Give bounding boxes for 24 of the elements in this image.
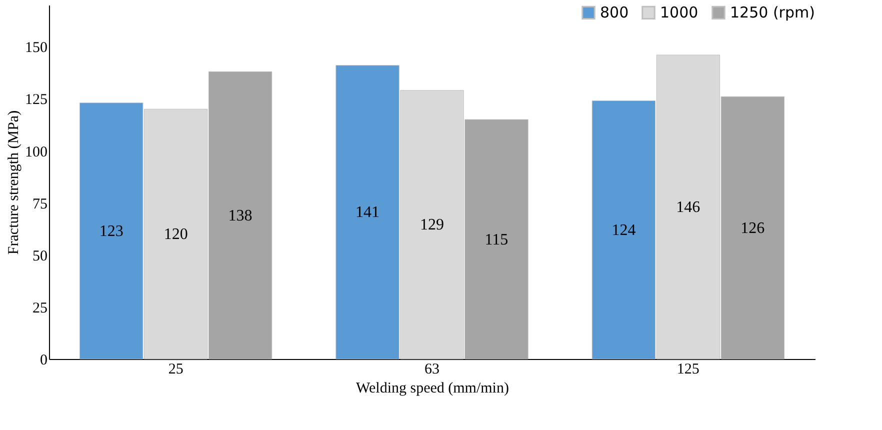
data-label: 115	[484, 231, 508, 248]
y-tick-label: 0	[40, 352, 48, 368]
y-tick-label: 25	[32, 300, 48, 316]
data-label: 126	[740, 220, 765, 237]
legend-label: 1250 (rpm)	[730, 4, 815, 22]
x-tick-label: 125	[676, 362, 700, 378]
y-tick-label: 75	[32, 196, 48, 212]
data-label: 138	[228, 207, 252, 224]
x-tick-label: 25	[168, 362, 184, 378]
y-axis-title: Fracture strength (MPa)	[6, 110, 22, 255]
x-tick-label: 63	[424, 362, 440, 378]
y-tick-label: 50	[32, 248, 48, 264]
data-label: 129	[420, 216, 444, 234]
data-label: 123	[99, 222, 124, 240]
legend-label: 1000	[660, 4, 698, 22]
x-axis-title: Welding speed (mm/min)	[356, 380, 509, 396]
data-label: 124	[612, 222, 636, 239]
y-tick-label: 150	[25, 40, 48, 56]
data-label: 141	[356, 204, 380, 222]
data-label: 120	[164, 226, 188, 244]
data-label: 146	[676, 198, 700, 216]
y-tick-label: 125	[25, 92, 48, 108]
legend-label: 800	[600, 4, 629, 22]
y-tick-label: 100	[25, 144, 48, 160]
